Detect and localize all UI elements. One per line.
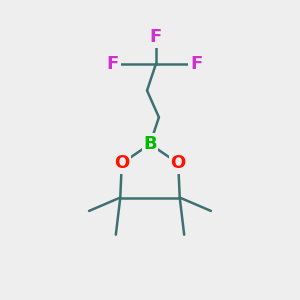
Text: F: F — [190, 55, 202, 73]
Text: O: O — [171, 154, 186, 172]
Text: F: F — [150, 28, 162, 46]
Text: B: B — [143, 135, 157, 153]
Text: F: F — [107, 55, 119, 73]
Text: O: O — [114, 154, 129, 172]
